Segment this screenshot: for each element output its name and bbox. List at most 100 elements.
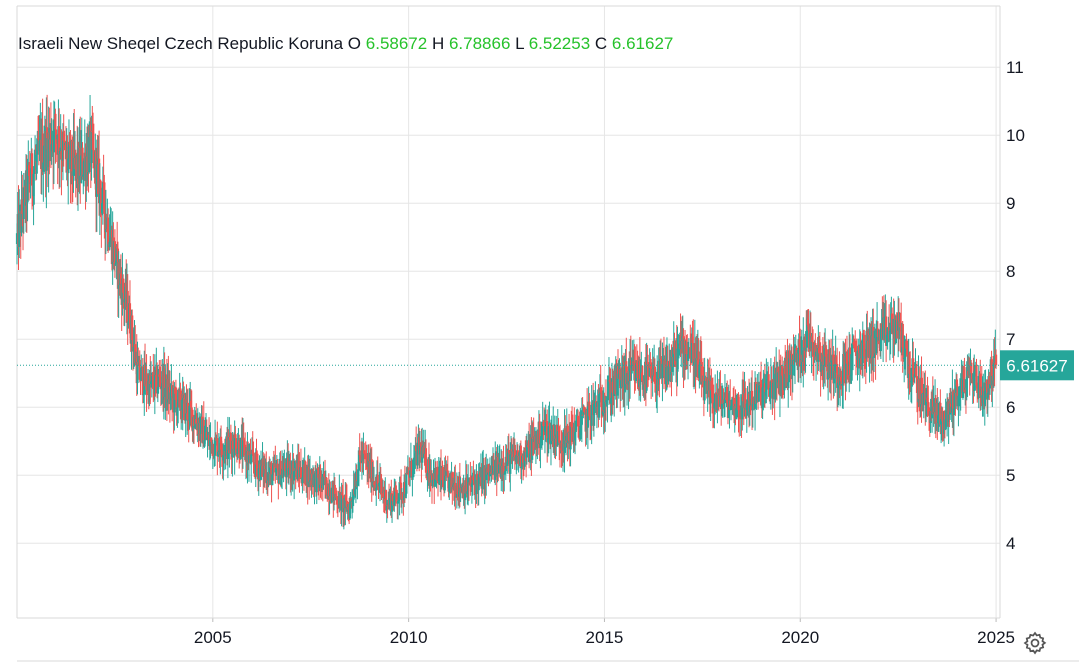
candle-body <box>67 141 71 159</box>
candle-body <box>765 380 768 392</box>
candle-body <box>58 151 62 154</box>
candle-body <box>400 482 403 500</box>
candle-body <box>330 487 333 503</box>
candle-body <box>82 174 85 177</box>
candle-body <box>983 391 986 405</box>
candle-body <box>409 470 412 478</box>
candle-body <box>107 217 110 245</box>
candle-body <box>561 450 564 452</box>
candle-body <box>648 363 651 377</box>
candle-body <box>348 503 351 519</box>
candle-body <box>403 482 406 497</box>
candle-body <box>931 398 934 414</box>
candle-body <box>788 350 791 359</box>
candle-body <box>492 461 495 467</box>
candle-body <box>745 403 748 410</box>
candle-body <box>222 454 225 461</box>
candle-body <box>188 406 191 421</box>
candle-body <box>735 408 738 420</box>
candle-body <box>233 434 236 456</box>
candle-body <box>616 365 620 378</box>
candle-body <box>697 351 700 378</box>
candle-body <box>841 384 844 386</box>
candle-body <box>741 394 744 420</box>
candle-body <box>802 340 806 348</box>
candle-body <box>202 420 205 447</box>
candle-body <box>686 354 690 361</box>
candle-body <box>976 385 979 393</box>
candle-body <box>351 499 355 501</box>
candle-body <box>589 416 592 419</box>
candle-body <box>131 315 134 341</box>
candle-body <box>957 395 960 407</box>
candle-body <box>692 361 696 366</box>
candle-body <box>456 485 459 495</box>
candle-body <box>611 381 614 393</box>
candle-body <box>247 455 251 463</box>
candle-body <box>906 348 909 354</box>
candle-body <box>659 358 662 379</box>
candle-body <box>792 359 795 361</box>
candle-body <box>297 461 300 470</box>
candle-body <box>918 379 921 399</box>
candle-body <box>109 236 112 242</box>
candle-body <box>370 459 373 487</box>
candle-body <box>970 373 974 383</box>
candle-body <box>538 421 541 449</box>
candle-body <box>730 400 733 406</box>
candle-body <box>543 426 547 432</box>
candle-body <box>830 360 833 378</box>
candle-body <box>380 481 383 490</box>
candle-body <box>134 344 137 363</box>
candle-body <box>491 461 495 474</box>
gear-icon[interactable] <box>1022 630 1048 656</box>
candle-body <box>865 330 868 359</box>
candle-body <box>358 450 361 456</box>
candle-body <box>401 493 404 500</box>
candle-body <box>419 444 422 446</box>
candle-body <box>38 140 41 151</box>
candle-body <box>544 421 547 427</box>
candle-body <box>280 474 283 485</box>
candle-body <box>467 482 470 492</box>
candle-body <box>703 380 706 401</box>
candle-body <box>588 401 591 417</box>
candle-body <box>394 485 397 492</box>
candle-body <box>126 290 129 325</box>
candle-body <box>101 203 104 214</box>
candle-body <box>506 461 509 466</box>
candle-body <box>833 371 836 384</box>
candle-body <box>99 180 102 194</box>
candle-body <box>797 339 800 362</box>
candle-body <box>445 470 448 476</box>
candle-body <box>52 120 56 153</box>
candle-body <box>799 358 803 360</box>
candle-body <box>672 344 675 367</box>
candle-body <box>152 375 155 388</box>
candle-body <box>836 363 839 388</box>
candle-body <box>381 489 384 494</box>
candle-body <box>525 443 528 458</box>
candle-body <box>698 359 702 367</box>
candle-body <box>333 484 336 498</box>
candle-body <box>506 450 510 462</box>
candle-body <box>33 169 36 174</box>
candle-body <box>193 425 196 427</box>
candle-body <box>393 495 396 506</box>
candle-body <box>705 378 708 381</box>
candle-body <box>410 460 413 478</box>
candle-body <box>667 366 670 382</box>
candle-body <box>119 273 123 284</box>
candle-body <box>845 352 848 384</box>
candle-body <box>252 454 255 463</box>
last-price-value: 6.61627 <box>1006 356 1067 375</box>
candle-body <box>798 339 801 348</box>
candle-body <box>628 359 632 382</box>
candle-body <box>477 475 480 491</box>
candle-body <box>142 394 145 396</box>
candle-body <box>528 453 531 462</box>
candle-body <box>149 375 152 385</box>
x-tick-label: 2025 <box>977 628 1015 647</box>
